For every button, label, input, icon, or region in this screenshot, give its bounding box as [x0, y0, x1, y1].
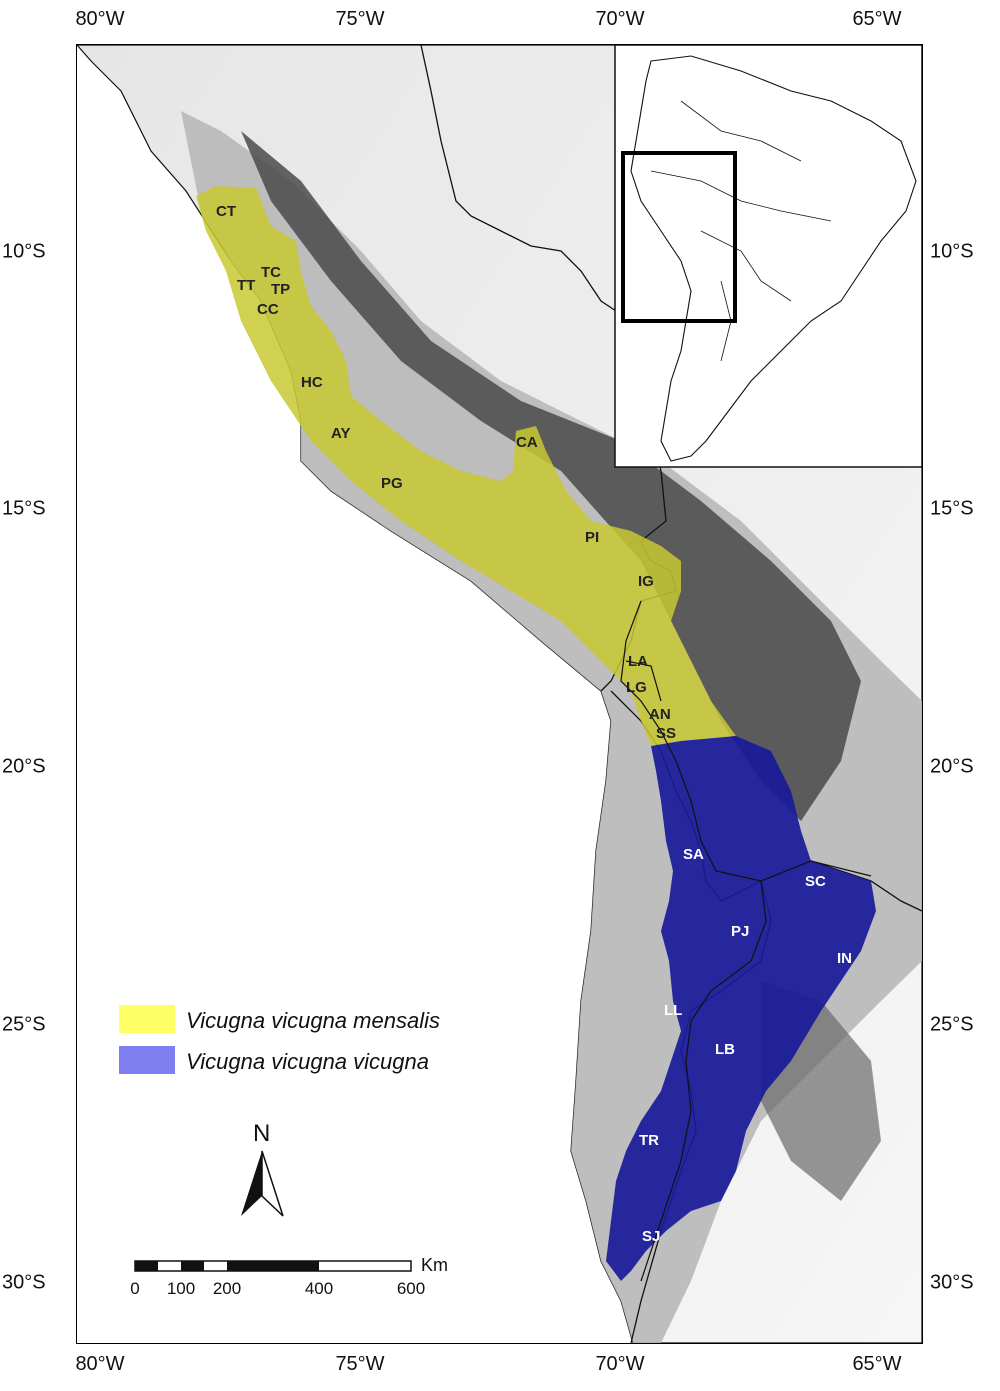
- north-arrow-right-half: [261, 1150, 284, 1217]
- site-label-tt: TT: [237, 277, 255, 294]
- site-label-pj: PJ: [731, 923, 749, 940]
- site-label-ll: LL: [664, 1002, 682, 1019]
- site-label-lg: LG: [626, 679, 647, 696]
- bottom-lon-label-70w: 70°W: [595, 1353, 645, 1375]
- top-lon-label-80w: 80°W: [75, 8, 125, 30]
- site-label-lb: LB: [715, 1041, 735, 1058]
- map-frame: CT TC TT TP CC HC AY CA PG PI IG LA LG A…: [76, 44, 923, 1344]
- legend-label-vicugna: Vicugna vicugna vicugna: [186, 1049, 429, 1074]
- legend: Vicugna vicugna mensalis Vicugna vicugna…: [119, 1005, 440, 1074]
- site-labels: CT TC TT TP CC HC AY CA PG PI IG LA LG A…: [216, 203, 852, 1245]
- top-lon-label-75w: 75°W: [335, 8, 385, 30]
- site-label-ss: SS: [656, 725, 676, 742]
- site-label-ay: AY: [331, 425, 350, 442]
- inset-south-america-outline: [630, 55, 917, 462]
- legend-swatch-vicugna: [119, 1046, 175, 1074]
- top-lon-label-70w: 70°W: [595, 8, 645, 30]
- site-label-ig: IG: [638, 573, 654, 590]
- right-lat-label-20s: 20°S: [930, 755, 974, 778]
- site-label-tc: TC: [261, 264, 281, 281]
- site-label-pg: PG: [381, 475, 403, 492]
- left-lat-label-20s: 20°S: [2, 755, 46, 778]
- map-canvas: CT TC TT TP CC HC AY CA PG PI IG LA LG A…: [77, 45, 922, 1343]
- site-label-tp: TP: [271, 281, 290, 298]
- right-lat-label-25s: 25°S: [930, 1013, 974, 1036]
- range-internal-borders: [620, 600, 872, 1282]
- right-lat-label-10s: 10°S: [930, 240, 974, 263]
- right-lat-label-30s: 30°S: [930, 1271, 974, 1294]
- scale-tick-400: 400: [305, 1279, 333, 1298]
- inset-study-area-box: [621, 151, 737, 323]
- site-label-tr: TR: [639, 1132, 659, 1149]
- north-arrow-left-half: [241, 1151, 262, 1216]
- left-lat-label-10s: 10°S: [2, 240, 46, 263]
- range-mensalis: [196, 186, 736, 746]
- scale-tick-200: 200: [213, 1279, 241, 1298]
- left-lat-label-15s: 15°S: [2, 497, 46, 520]
- site-label-in: IN: [837, 950, 852, 967]
- scale-tick-0: 0: [130, 1279, 139, 1298]
- scale-unit-label: Km: [421, 1255, 448, 1275]
- top-lon-label-65w: 65°W: [852, 8, 902, 30]
- site-label-sj: SJ: [642, 1228, 660, 1245]
- scale-tick-100: 100: [167, 1279, 195, 1298]
- site-label-ca: CA: [516, 434, 538, 451]
- legend-label-mensalis: Vicugna vicugna mensalis: [186, 1008, 440, 1033]
- right-lat-label-15s: 15°S: [930, 497, 974, 520]
- site-label-hc: HC: [301, 374, 323, 391]
- site-label-sa: SA: [683, 846, 704, 863]
- scale-bar: Km 0 100 200 400 600: [130, 1255, 448, 1298]
- scale-tick-600: 600: [397, 1279, 425, 1298]
- site-label-an: AN: [649, 706, 671, 723]
- andes-dark-core: [241, 131, 861, 821]
- bottom-lon-label-65w: 65°W: [852, 1353, 902, 1375]
- site-label-ct: CT: [216, 203, 236, 220]
- inset-map: [614, 45, 922, 468]
- site-label-cc: CC: [257, 301, 279, 318]
- north-arrow: N: [241, 1120, 284, 1217]
- site-label-sc: SC: [805, 873, 826, 890]
- left-lat-label-30s: 30°S: [2, 1271, 46, 1294]
- north-arrow-label: N: [253, 1120, 270, 1147]
- site-label-pi: PI: [585, 529, 599, 546]
- bottom-lon-label-80w: 80°W: [75, 1353, 125, 1375]
- range-vicugna: [606, 736, 876, 1281]
- bottom-lon-label-75w: 75°W: [335, 1353, 385, 1375]
- left-lat-label-25s: 25°S: [2, 1013, 46, 1036]
- legend-swatch-mensalis: [119, 1005, 175, 1033]
- site-label-la: LA: [628, 653, 648, 670]
